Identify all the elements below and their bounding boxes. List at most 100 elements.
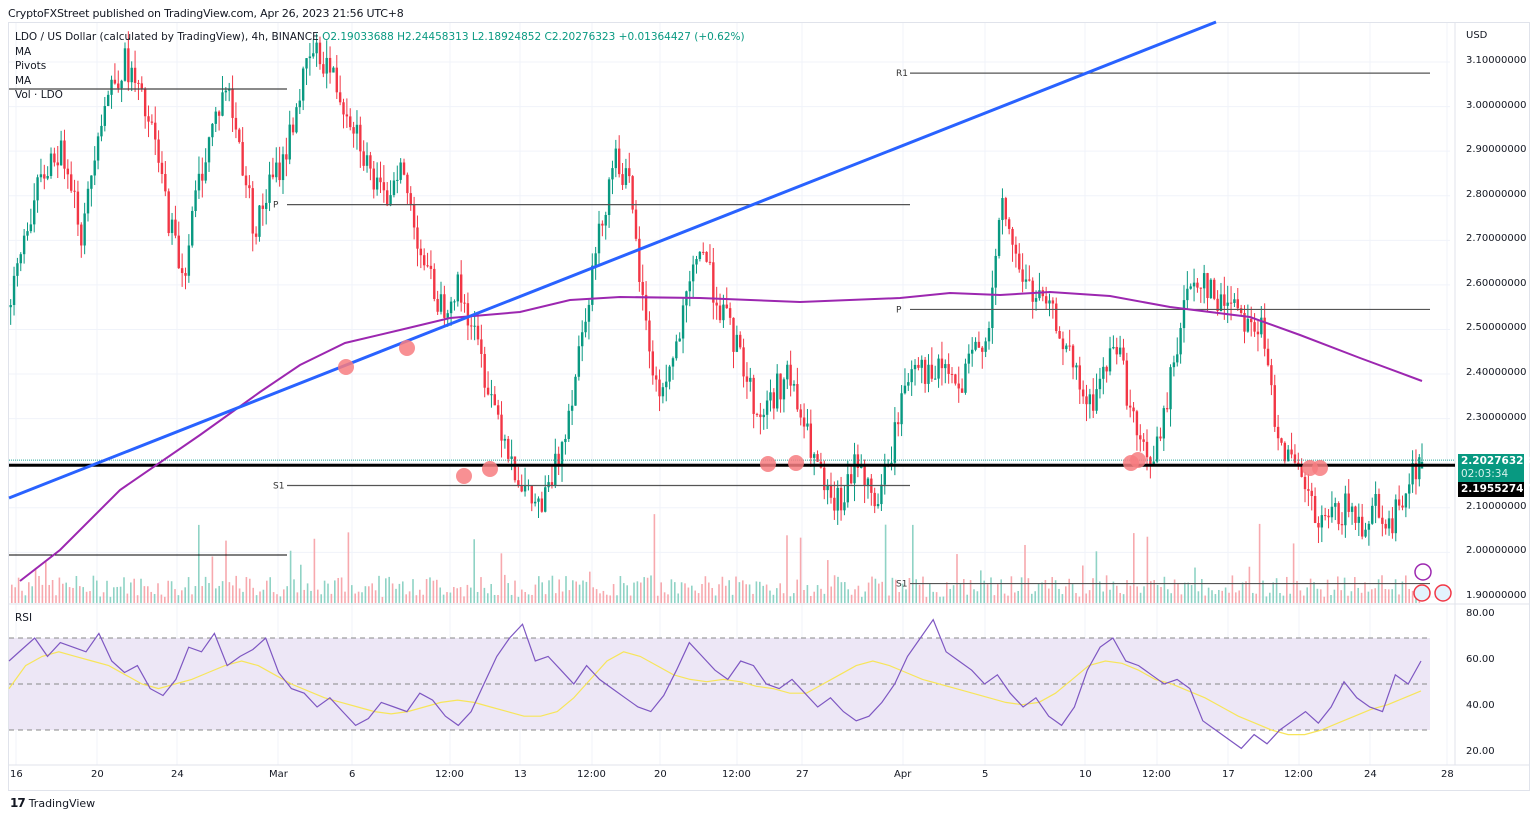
candle-body bbox=[658, 379, 661, 397]
volume-bar bbox=[670, 579, 673, 603]
candle-body bbox=[728, 308, 732, 318]
candle-body bbox=[1260, 317, 1263, 335]
volume-bar bbox=[789, 596, 792, 603]
candle-body bbox=[560, 442, 564, 465]
volume-bar bbox=[1020, 577, 1023, 603]
volume-bar bbox=[527, 594, 530, 603]
price-tick: 2.10000000 bbox=[1466, 500, 1527, 512]
indicator-pivots[interactable]: Pivots bbox=[15, 60, 47, 73]
candle-body bbox=[732, 317, 735, 352]
candle-body bbox=[792, 384, 796, 386]
volume-bar bbox=[1292, 543, 1295, 603]
touch-marker bbox=[338, 359, 354, 375]
candle-body bbox=[1313, 496, 1317, 523]
candle-body bbox=[1354, 506, 1357, 523]
candle-body bbox=[228, 89, 231, 91]
price-tick: 2.80000000 bbox=[1466, 188, 1527, 200]
volume-bar bbox=[657, 595, 659, 603]
candle-body bbox=[110, 79, 113, 95]
volume-bar bbox=[1197, 591, 1200, 603]
volume-bar bbox=[1017, 590, 1019, 603]
indicator-ma-1[interactable]: MA bbox=[15, 45, 32, 58]
volume-bar bbox=[1330, 595, 1332, 603]
time-tick: 16 bbox=[10, 769, 23, 780]
volume-bar bbox=[1078, 596, 1081, 603]
candle-body bbox=[923, 359, 927, 384]
rsi-line bbox=[8, 618, 1422, 750]
volume-bar bbox=[534, 584, 537, 603]
candle-body bbox=[103, 106, 107, 126]
volume-bar bbox=[1170, 593, 1172, 603]
volume-bar bbox=[1388, 589, 1390, 603]
volume-bar bbox=[412, 579, 414, 603]
candle-body bbox=[429, 265, 433, 269]
candle-body bbox=[254, 233, 258, 237]
volume-bar bbox=[759, 581, 761, 603]
candle-body bbox=[1155, 436, 1159, 462]
volume-bar bbox=[697, 593, 700, 603]
candle-body bbox=[426, 265, 429, 267]
candle-body bbox=[1169, 367, 1172, 410]
indicator-volume[interactable]: Vol · LDO bbox=[15, 89, 63, 102]
candle-body bbox=[362, 151, 365, 166]
candle-body bbox=[1384, 523, 1387, 529]
candle-body bbox=[251, 188, 254, 234]
volume-bar bbox=[803, 590, 805, 603]
candle-body bbox=[453, 301, 456, 303]
candle-body bbox=[325, 57, 328, 74]
rsi-tick: 80.00 bbox=[1466, 608, 1495, 619]
volume-bar bbox=[582, 580, 584, 603]
volume-bar bbox=[864, 591, 866, 603]
volume-bar bbox=[402, 581, 404, 603]
candle-body bbox=[644, 294, 648, 321]
volume-bar bbox=[1065, 586, 1067, 603]
time-tick: 27 bbox=[796, 769, 809, 780]
candle-body bbox=[1162, 408, 1166, 439]
volume-bar bbox=[466, 584, 469, 603]
volume-bar bbox=[354, 593, 356, 603]
rsi-title[interactable]: RSI bbox=[15, 612, 33, 624]
ohlc-high: H2.24458313 bbox=[397, 31, 469, 43]
candle-body bbox=[705, 251, 708, 262]
time-tick: 12:00 bbox=[1284, 769, 1313, 780]
volume-bar bbox=[776, 588, 778, 603]
volume-bar bbox=[1255, 593, 1257, 603]
symbol-name[interactable]: LDO / US Dollar (calculated by TradingVi… bbox=[15, 31, 319, 43]
candle-body bbox=[332, 67, 335, 73]
volume-bar bbox=[646, 577, 649, 603]
volume-bar bbox=[480, 577, 482, 603]
volume-bar bbox=[1051, 577, 1053, 603]
volume-bar bbox=[337, 577, 339, 603]
volume-bar bbox=[1024, 544, 1026, 603]
volume-bar bbox=[1320, 589, 1322, 603]
volume-bar bbox=[510, 594, 513, 603]
volume-bar bbox=[1146, 536, 1149, 603]
candle-body bbox=[833, 497, 836, 511]
volume-bar bbox=[1343, 577, 1346, 603]
volume-bar bbox=[1014, 592, 1016, 603]
candle-body bbox=[863, 465, 866, 487]
candle-body bbox=[695, 259, 698, 265]
indicator-ma-2[interactable]: MA bbox=[15, 74, 32, 87]
candle-body bbox=[846, 474, 849, 503]
candle-body bbox=[907, 382, 910, 386]
earnings-event-icon bbox=[1414, 563, 1432, 581]
candle-body bbox=[335, 67, 338, 93]
candle-body bbox=[1206, 273, 1209, 299]
volume-bar bbox=[1190, 585, 1193, 603]
volume-bar bbox=[810, 595, 812, 603]
volume-bar bbox=[1405, 575, 1407, 603]
volume-bar bbox=[748, 584, 751, 603]
volume-bar bbox=[558, 579, 560, 603]
candle-body bbox=[389, 195, 392, 206]
candle-body bbox=[476, 325, 480, 340]
volume-bar bbox=[1350, 591, 1353, 603]
volume-bar bbox=[976, 591, 979, 603]
volume-bar bbox=[106, 580, 108, 603]
candle-body bbox=[1357, 516, 1361, 523]
volume-bar bbox=[731, 594, 734, 603]
volume-bar bbox=[796, 579, 798, 603]
candle-body bbox=[59, 140, 63, 166]
candle-body bbox=[66, 168, 70, 175]
